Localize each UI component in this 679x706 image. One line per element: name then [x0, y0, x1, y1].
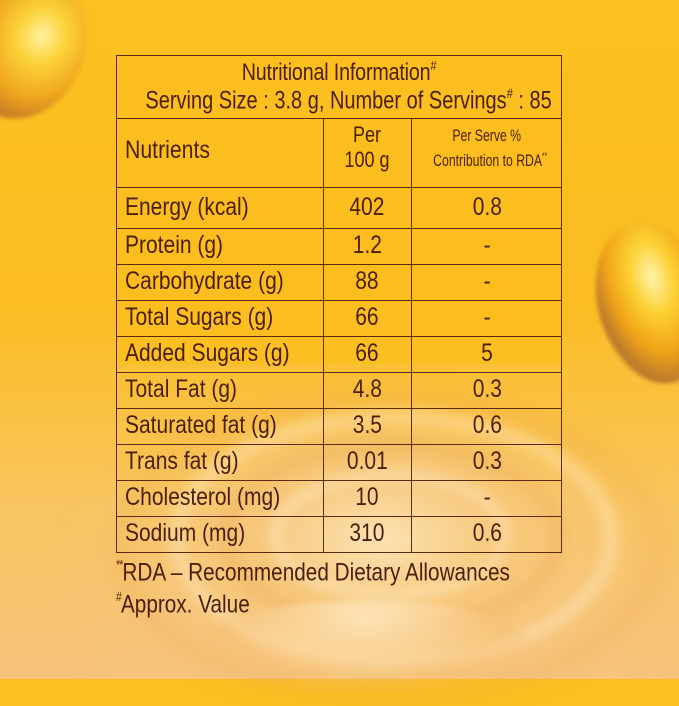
nutrition-table: Nutritional Information# Serving Size : …	[116, 55, 562, 553]
servings-count: : 85	[512, 86, 552, 115]
header-rda-contribution: Per Serve % Contribution to RDA**	[411, 126, 563, 171]
header-rda-line1: Per Serve %	[452, 126, 522, 145]
divider	[117, 480, 561, 481]
divider	[117, 372, 561, 373]
nutrient-name: Carbohydrate (g)	[125, 267, 284, 295]
divider	[117, 300, 561, 301]
rda-percent-value: 0.6	[472, 519, 502, 547]
serving-info: Serving Size : 3.8 g, Number of Servings…	[145, 86, 551, 115]
rda-percent-value: 0.3	[472, 375, 502, 403]
nutrient-name: Total Fat (g)	[125, 375, 238, 403]
divider	[117, 444, 561, 445]
divider	[117, 264, 561, 265]
header-per-100g-line1: Per	[352, 122, 382, 147]
nutrient-name: Protein (g)	[125, 231, 224, 259]
header-per-100g: Per 100 g	[331, 122, 403, 172]
per-100g-value: 3.5	[352, 411, 382, 439]
nutrient-name: Added Sugars (g)	[125, 339, 290, 367]
rda-percent-value: 0.6	[472, 411, 502, 439]
divider	[117, 228, 561, 229]
divider	[117, 516, 561, 517]
footnote-rda-mark: **	[116, 558, 123, 572]
rda-percent-value: -	[483, 267, 491, 295]
nutrient-name: Saturated fat (g)	[125, 411, 277, 439]
per-100g-value: 1.2	[352, 231, 382, 259]
divider	[117, 118, 561, 119]
divider	[323, 118, 324, 552]
table-title-block: Nutritional Information# Serving Size : …	[117, 56, 561, 119]
header-nutrients: Nutrients	[125, 136, 211, 164]
divider	[117, 187, 561, 188]
serving-mark: #	[506, 86, 513, 101]
title-mark: #	[430, 58, 437, 73]
footnote-approx: #Approx. Value	[116, 590, 250, 619]
header-per-100g-line2: 100 g	[344, 147, 390, 172]
footnote-approx-text: Approx. Value	[120, 590, 250, 619]
per-100g-value: 10	[355, 483, 379, 511]
nutrient-name: Cholesterol (mg)	[125, 483, 281, 511]
nutrient-name: Trans fat (g)	[125, 447, 239, 475]
per-100g-value: 4.8	[352, 375, 382, 403]
divider	[117, 336, 561, 337]
table-title: Nutritional Information#	[157, 58, 521, 87]
per-100g-value: 310	[349, 519, 385, 547]
rda-percent-value: 0.8	[472, 193, 502, 221]
rda-percent-value: 0.3	[472, 447, 502, 475]
table-background	[117, 56, 561, 364]
header-rda-line2: Contribution to RDA	[433, 151, 543, 170]
header-rda-mark: **	[542, 151, 548, 161]
divider	[411, 118, 412, 552]
footnote-approx-mark: #	[116, 590, 122, 604]
per-100g-value: 66	[355, 303, 379, 331]
per-100g-value: 0.01	[346, 447, 388, 475]
title-text: Nutritional Information	[241, 58, 431, 86]
caramel-splash-decoration	[200, 600, 530, 690]
serving-text: Serving Size : 3.8 g, Number of Servings	[145, 86, 507, 115]
nutrient-name: Energy (kcal)	[125, 193, 249, 221]
footnote-rda-text: RDA – Recommended Dietary Allowances	[122, 558, 510, 587]
per-100g-value: 402	[349, 193, 385, 221]
nutrient-name: Total Sugars (g)	[125, 303, 274, 331]
per-100g-value: 88	[355, 267, 379, 295]
footnote-rda: **RDA – Recommended Dietary Allowances	[116, 558, 510, 587]
rda-percent-value: -	[483, 231, 491, 259]
rda-percent-value: -	[483, 303, 491, 331]
per-100g-value: 66	[355, 339, 379, 367]
rda-percent-value: 5	[481, 339, 493, 367]
nutrient-name: Sodium (mg)	[125, 519, 246, 547]
caramel-candy-image	[578, 208, 679, 397]
caramel-candy-image	[0, 0, 107, 137]
rda-percent-value: -	[483, 483, 491, 511]
divider	[117, 408, 561, 409]
